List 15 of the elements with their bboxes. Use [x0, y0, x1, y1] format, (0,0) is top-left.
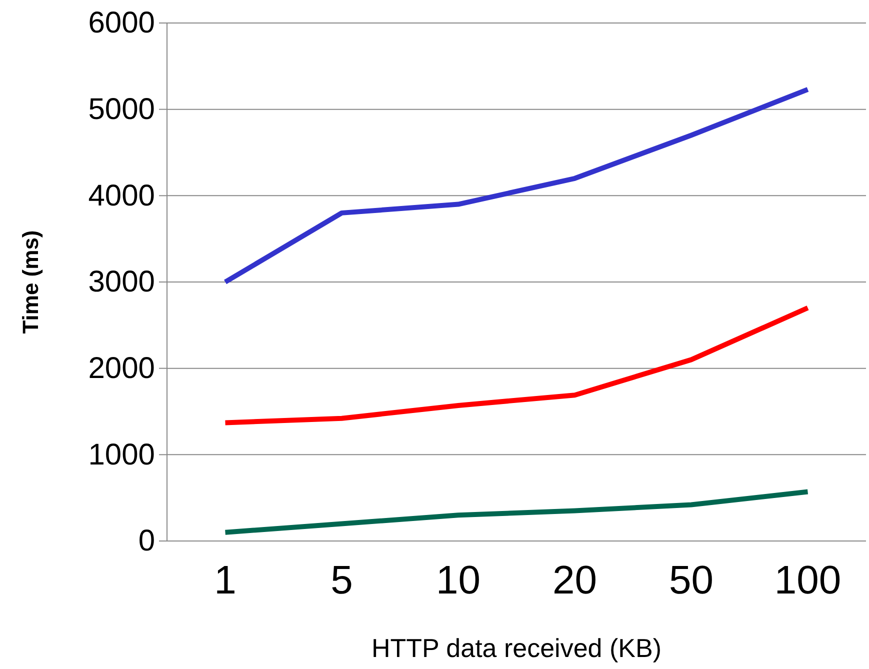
y-tick-label: 2000: [88, 352, 155, 385]
y-tick-label: 0: [138, 524, 155, 558]
x-tick-label: 50: [669, 558, 714, 602]
y-tick-label: 4000: [88, 179, 155, 212]
y-axis-title: Time (ms): [18, 230, 43, 334]
x-tick-label: 1: [214, 558, 236, 602]
x-axis-title: HTTP data received (KB): [372, 633, 662, 663]
y-tick-label: 5000: [88, 92, 155, 126]
y-tick-label: 6000: [88, 6, 155, 40]
y-tick-label: 1000: [88, 438, 155, 472]
x-tick-label: 10: [436, 558, 480, 602]
x-tick-label: 20: [552, 558, 597, 602]
x-tick-label: 100: [774, 558, 842, 602]
x-tick-label: 5: [330, 558, 353, 602]
y-tick-label: 3000: [88, 266, 155, 299]
